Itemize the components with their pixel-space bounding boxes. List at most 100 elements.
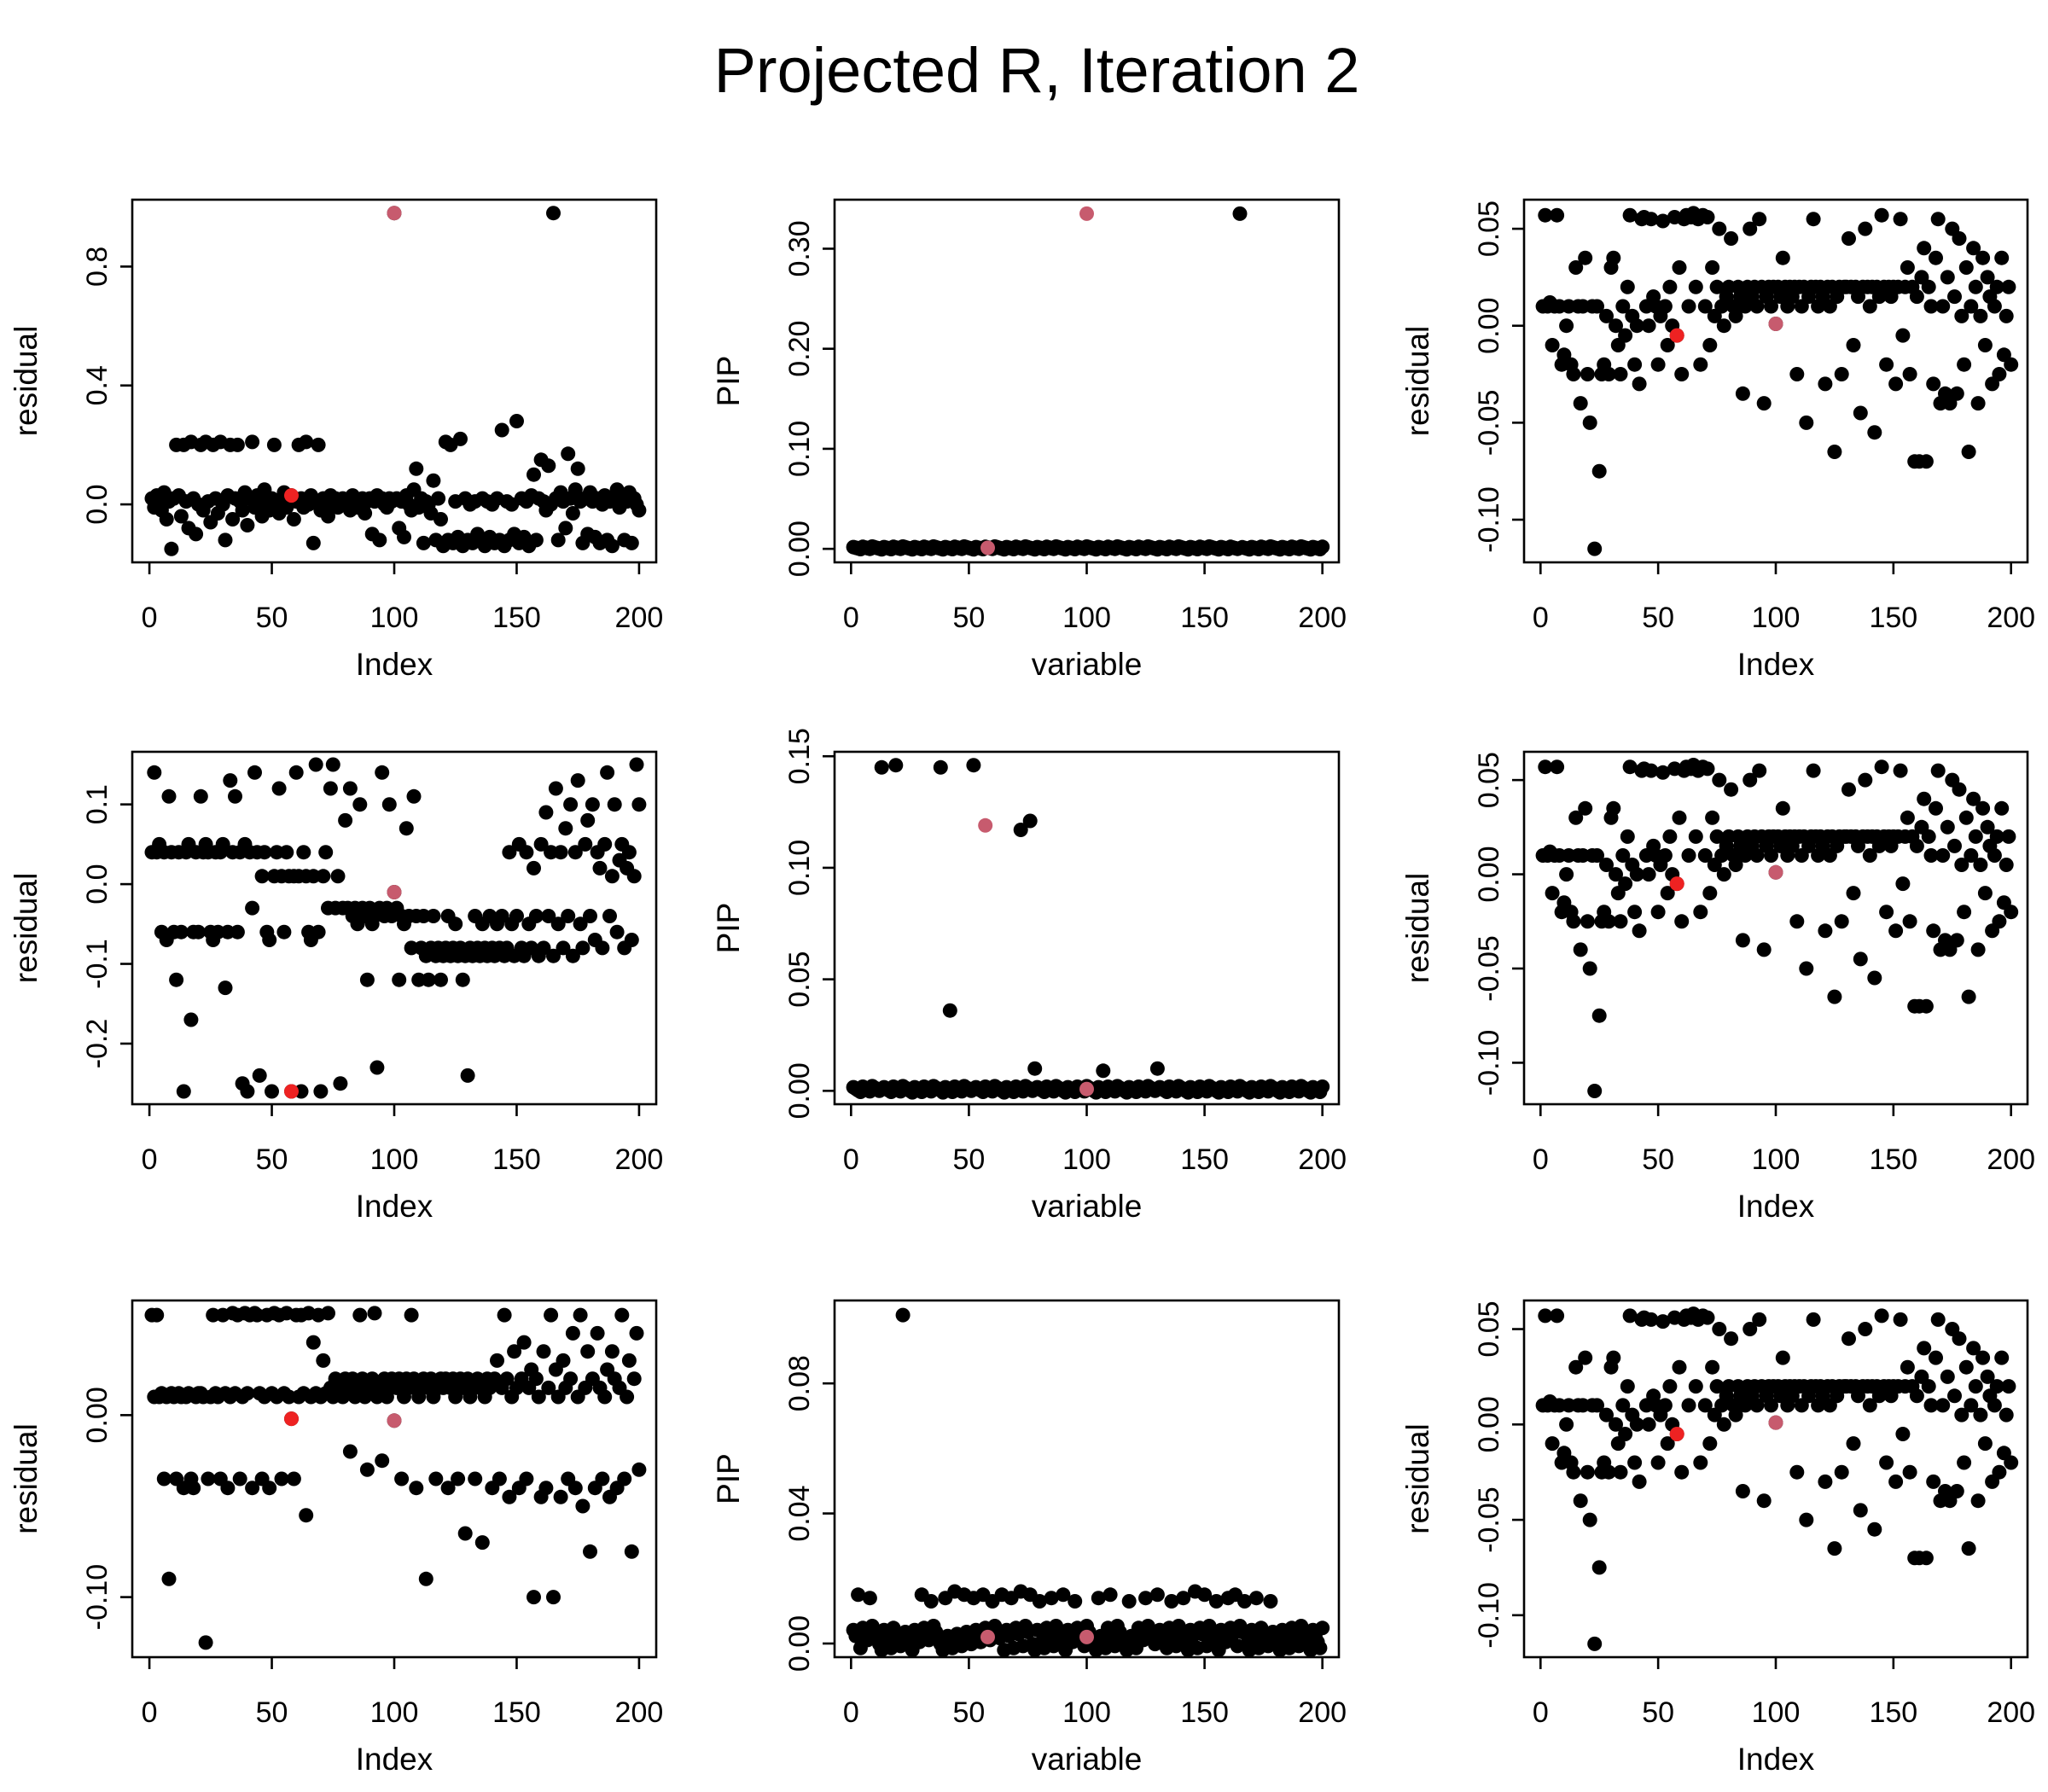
data-point xyxy=(1961,1541,1976,1556)
data-point xyxy=(1977,338,1993,352)
data-point xyxy=(404,1307,419,1323)
x-tick-label: 50 xyxy=(953,1696,986,1729)
y-axis-title: PIP xyxy=(711,1453,746,1504)
data-point xyxy=(544,1307,559,1323)
data-point xyxy=(565,948,580,963)
data-point xyxy=(1662,279,1678,294)
highlight-point-red xyxy=(284,1084,299,1099)
data-point xyxy=(1874,207,1889,223)
data-point xyxy=(431,491,446,506)
data-point xyxy=(451,1471,466,1487)
data-point xyxy=(1846,338,1861,352)
data-point xyxy=(448,916,463,932)
data-point xyxy=(1601,367,1616,381)
data-point xyxy=(1237,1594,1252,1609)
y-axis-title: residual xyxy=(1400,1423,1435,1534)
x-tick-label: 100 xyxy=(370,602,419,634)
data-point xyxy=(1650,905,1666,920)
data-point xyxy=(541,458,556,474)
y-tick-label: -0.05 xyxy=(1473,1487,1505,1553)
data-point xyxy=(1613,367,1628,381)
data-point xyxy=(621,1353,637,1368)
y-axis-title: residual xyxy=(9,1423,44,1534)
data-point xyxy=(240,1386,255,1401)
y-tick-label: 0.05 xyxy=(1473,201,1505,257)
data-point xyxy=(607,797,622,812)
data-point xyxy=(1697,848,1713,863)
data-point xyxy=(1655,1314,1671,1329)
data-point xyxy=(1926,923,1941,939)
data-point xyxy=(516,1335,532,1350)
data-point xyxy=(1681,299,1696,314)
data-point xyxy=(519,1471,534,1487)
data-point xyxy=(474,1535,490,1551)
data-point xyxy=(1716,867,1731,882)
data-point xyxy=(614,1307,630,1323)
data-point xyxy=(1578,800,1593,816)
data-point xyxy=(2004,357,2019,372)
points-layer xyxy=(1535,758,2019,1098)
highlight-point-red xyxy=(284,1411,299,1427)
scatter-plot-r3c3: 0 50 100 150 200 Index -0.10 -0.05 0.00 0.05 resid… xyxy=(1400,1299,2035,1777)
data-point xyxy=(1806,1312,1821,1327)
scatter-plot-r2c1: 0 50 100 150 200 Index -0.2 -0.1 0.0 0.1 residual xyxy=(9,750,664,1224)
data-point xyxy=(232,1471,247,1487)
data-point xyxy=(1573,1493,1588,1509)
data-point xyxy=(240,1084,255,1099)
x-tick-label: 150 xyxy=(492,1143,541,1176)
data-point xyxy=(1752,1312,1767,1327)
data-point xyxy=(527,1590,541,1605)
data-point xyxy=(602,909,617,923)
data-point xyxy=(509,414,524,428)
data-point xyxy=(2004,1455,2019,1470)
data-point xyxy=(1618,1427,1633,1441)
highlight-point-red xyxy=(1669,876,1684,892)
data-point xyxy=(565,506,580,521)
data-point xyxy=(1900,810,1915,825)
data-point xyxy=(1789,367,1805,381)
data-point xyxy=(1716,1417,1731,1432)
highlight-point-rose xyxy=(1079,1629,1094,1644)
data-point xyxy=(421,972,436,987)
y-tick-label: 0.10 xyxy=(783,421,816,477)
highlight-point-rose xyxy=(1768,317,1783,331)
data-point xyxy=(1644,1312,1659,1327)
data-point xyxy=(567,482,583,497)
data-point xyxy=(1752,763,1767,778)
x-tick-label: 100 xyxy=(370,1696,419,1729)
scatter-plot-r3c1: 0 50 100 150 200 Index -0.10 0.00 residual xyxy=(9,1299,663,1777)
data-point xyxy=(1606,1350,1621,1365)
highlight-point-rose xyxy=(1768,1415,1783,1430)
data-point xyxy=(597,1389,613,1405)
data-point xyxy=(372,532,387,548)
data-point xyxy=(1568,260,1584,275)
data-point xyxy=(321,1306,335,1321)
x-tick-label: 200 xyxy=(615,1143,664,1176)
data-point xyxy=(418,1571,433,1586)
x-axis: 0 50 100 150 200 variable xyxy=(843,1104,1347,1224)
plot-box xyxy=(833,1299,1341,1659)
data-point xyxy=(617,1471,632,1487)
data-point xyxy=(1999,1407,2014,1423)
x-tick-label: 50 xyxy=(1642,602,1674,634)
data-point xyxy=(1735,386,1750,401)
x-tick-label: 50 xyxy=(953,602,986,634)
data-point xyxy=(600,765,615,780)
data-point xyxy=(888,758,904,773)
data-point xyxy=(1921,829,1936,844)
data-point xyxy=(230,437,245,452)
highlight-point-rose xyxy=(1079,206,1094,221)
data-point xyxy=(1964,848,1979,863)
y-tick-label: -0.10 xyxy=(1473,486,1505,553)
data-point xyxy=(1775,1350,1790,1365)
data-point xyxy=(1994,250,2010,265)
y-axis: -0.10 -0.05 0.00 0.05 residual xyxy=(1400,201,1524,553)
data-point xyxy=(1013,823,1028,837)
data-point xyxy=(1580,367,1595,381)
data-point xyxy=(330,869,346,884)
data-point xyxy=(313,1084,329,1099)
data-point xyxy=(1952,1331,1967,1347)
data-point xyxy=(201,1471,216,1487)
data-point xyxy=(1940,819,1955,835)
y-tick-label: 0.05 xyxy=(1473,752,1505,808)
